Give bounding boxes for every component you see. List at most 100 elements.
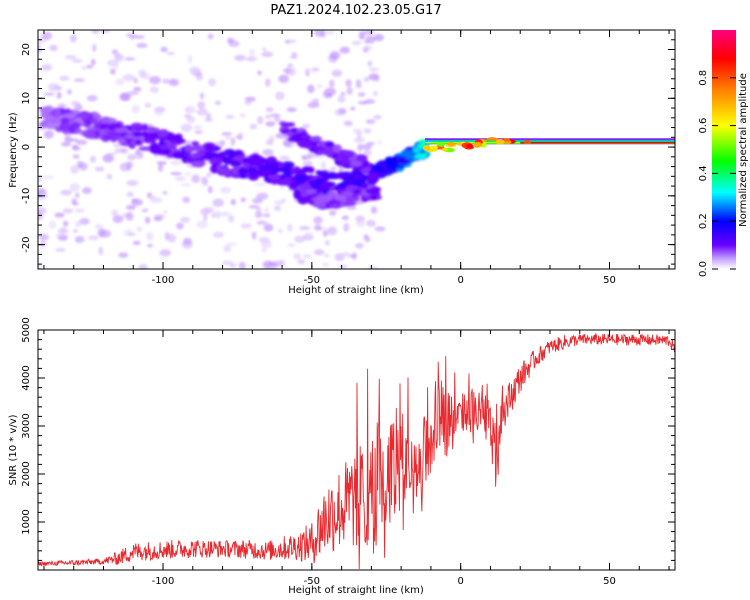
spectral-speckle [320,161,327,170]
ridge-blob [404,152,414,161]
spectral-speckle [69,34,77,43]
spectral-speckle [49,44,58,52]
spectral-speckle [161,78,171,84]
ridge-blob [100,116,111,124]
branch-blob [353,188,362,195]
spectral-speckle [73,229,78,233]
ridge-blob [191,160,205,168]
spectral-speckle [358,31,366,40]
branch-blob [293,132,306,141]
spectral-speckle [263,223,274,232]
spectral-speckle [265,121,276,127]
spectral-speckle [225,242,238,247]
spectral-speckle [362,46,369,53]
spectral-speckle [345,79,352,87]
spectral-speckle [313,216,323,225]
spectral-speckle [193,124,203,131]
spectral-speckle [329,51,341,60]
spectral-speckle [126,205,136,211]
spectral-speckle [168,233,177,243]
spectral-speckle [120,93,131,101]
colorbar-gradient [712,30,736,269]
spectral-speckle [338,107,347,114]
spectral-speckle [257,70,262,76]
spectral-speckle [207,185,213,194]
spectral-speckle [254,182,267,186]
spectral-speckle [66,89,72,95]
spectral-speckle [275,91,285,101]
spectral-speckle [196,220,208,229]
spectral-speckle [261,248,267,253]
spectral-speckle [140,73,151,80]
spectral-speckle [346,86,353,95]
branch-blob [341,190,353,198]
ridge-blob [223,156,231,165]
ridge-blob [367,172,380,180]
spectral-speckle [342,252,350,256]
spectral-speckle [313,224,322,231]
spectral-speckle [215,210,221,219]
spectral-speckle [343,222,350,232]
spectral-speckle [111,49,118,55]
spectral-speckle [363,30,375,35]
y-tick-label: 4000 [21,365,32,390]
spectral-speckle [265,107,274,113]
ridge-blob [299,168,308,173]
spectral-speckle [298,226,311,230]
spectral-speckle [180,216,190,223]
spectral-speckle [357,100,369,105]
spectral-speckle [196,108,208,116]
spectral-speckle [350,106,356,111]
spectral-speckle [302,156,307,161]
spectral-speckle [322,262,330,268]
spectral-speckle [363,234,369,239]
spectral-speckle [58,235,68,241]
spectral-speckle [74,235,85,244]
snr-x-axis-label: Height of straight line (km) [288,585,424,596]
spectral-speckle [170,159,182,166]
spectral-speckle [98,246,104,256]
spectral-speckle [159,249,172,257]
branch-blob [281,122,295,128]
spectral-speckle [363,148,372,157]
spectral-speckle [256,196,262,202]
spectral-speckle [191,174,201,184]
x-tick-label: 50 [603,576,616,587]
spectral-speckle [182,196,191,203]
spectral-speckle [145,216,151,224]
spectral-speckle [91,30,100,34]
spectral-speckle [357,92,366,97]
spectral-speckle [56,91,62,100]
snr-panel: -100 -50 0 50 1000 2000 3000 4000 5000 Height of… [8,317,676,596]
spectral-speckle [331,69,343,77]
spectral-speckle [55,247,66,252]
spectral-speckle [234,54,246,61]
spectral-speckle [256,220,268,225]
branch-blob [298,183,312,191]
spectral-speckle [114,148,127,153]
spectral-speckle [265,139,274,146]
spectral-speckle [86,95,98,102]
colorbar-label: Normalized spectral amplitude [738,73,749,227]
snr-frame [37,329,676,571]
ridge-blob [142,132,152,138]
branch-blob [282,127,291,133]
spectral-speckle [75,220,82,228]
spectral-speckle [240,223,252,229]
spectral-speckle [273,116,281,122]
spectral-speckle [270,113,281,117]
spectral-speckle [343,120,353,127]
spectral-speckle [166,51,175,55]
spectral-speckle [315,155,325,159]
spectral-speckle [310,67,320,72]
spectral-speckle [239,113,246,118]
ridge-peak [441,147,449,152]
y-tick-label: 5000 [21,317,32,342]
branch-blob [301,134,309,139]
ridge-blob [68,125,76,135]
spectral-speckle [160,46,168,53]
spectral-speckle [141,208,149,213]
spectral-speckle [41,63,53,71]
spectral-speckle [352,252,357,260]
spectral-speckle [373,34,384,42]
